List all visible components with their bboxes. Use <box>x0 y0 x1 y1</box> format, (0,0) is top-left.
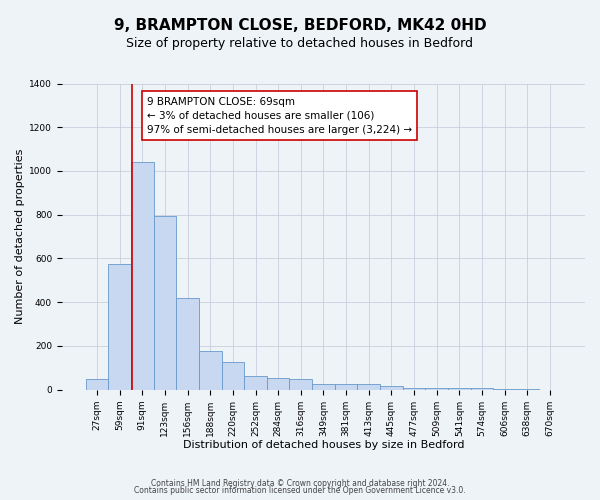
Text: Contains HM Land Registry data © Crown copyright and database right 2024.: Contains HM Land Registry data © Crown c… <box>151 478 449 488</box>
Bar <box>176 298 199 390</box>
Bar <box>312 384 335 390</box>
Bar <box>403 388 425 390</box>
Bar <box>358 384 380 390</box>
Bar <box>109 264 131 390</box>
Bar <box>289 380 312 390</box>
Bar <box>86 379 109 390</box>
Bar <box>470 388 493 390</box>
Text: 9, BRAMPTON CLOSE, BEDFORD, MK42 0HD: 9, BRAMPTON CLOSE, BEDFORD, MK42 0HD <box>113 18 487 32</box>
Bar <box>131 162 154 390</box>
Bar <box>516 388 539 390</box>
Bar <box>335 384 358 390</box>
Bar <box>380 386 403 390</box>
Y-axis label: Number of detached properties: Number of detached properties <box>15 149 25 324</box>
Text: Contains public sector information licensed under the Open Government Licence v3: Contains public sector information licen… <box>134 486 466 495</box>
X-axis label: Distribution of detached houses by size in Bedford: Distribution of detached houses by size … <box>182 440 464 450</box>
Bar <box>199 351 221 390</box>
Bar <box>493 388 516 390</box>
Text: 9 BRAMPTON CLOSE: 69sqm
← 3% of detached houses are smaller (106)
97% of semi-de: 9 BRAMPTON CLOSE: 69sqm ← 3% of detached… <box>147 96 412 134</box>
Bar <box>221 362 244 390</box>
Text: Size of property relative to detached houses in Bedford: Size of property relative to detached ho… <box>127 38 473 51</box>
Bar <box>448 388 470 390</box>
Bar <box>267 378 289 390</box>
Bar <box>244 376 267 390</box>
Bar <box>425 388 448 390</box>
Bar <box>154 216 176 390</box>
